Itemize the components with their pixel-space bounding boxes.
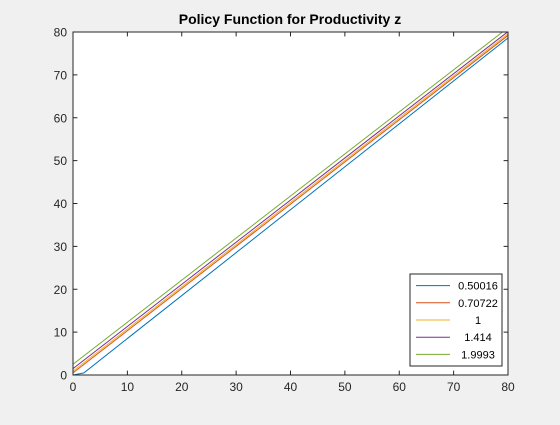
y-tick-label: 0 bbox=[60, 369, 67, 383]
series-line-1 bbox=[73, 37, 508, 375]
legend-label: 1 bbox=[475, 315, 481, 327]
x-tick-label: 80 bbox=[501, 380, 515, 394]
x-tick-label: 10 bbox=[121, 380, 135, 394]
y-tick-label: 60 bbox=[54, 111, 68, 125]
y-tick-label: 50 bbox=[54, 154, 68, 168]
axes-layer: 0 10 20 30 40 50 60 70 80 0 10 20 30 40 50 60 70 80 bbox=[54, 26, 515, 395]
legend-label: 1.9993 bbox=[461, 349, 495, 361]
x-tick-label: 60 bbox=[393, 380, 407, 394]
legend-label: 1.414 bbox=[464, 332, 492, 344]
y-tick-label: 80 bbox=[54, 26, 68, 40]
x-tick-label: 20 bbox=[175, 380, 189, 394]
y-tick-label: 10 bbox=[54, 326, 68, 340]
series-line-2 bbox=[73, 35, 508, 374]
series-layer bbox=[73, 32, 508, 375]
series-line-3 bbox=[73, 33, 508, 372]
legend-label: 0.50016 bbox=[458, 281, 498, 293]
chart-title: Policy Function for Productivity z bbox=[179, 11, 401, 27]
legend-label: 0.70722 bbox=[458, 298, 498, 310]
x-tick-label: 40 bbox=[284, 380, 298, 394]
x-tick-label: 30 bbox=[229, 380, 243, 394]
legend: 0.50016 0.70722 1 1.414 1.9993 bbox=[409, 273, 503, 367]
series-line-4 bbox=[73, 32, 508, 369]
y-tick-label: 40 bbox=[54, 197, 68, 211]
x-tick-label: 70 bbox=[447, 380, 461, 394]
series-line-5 bbox=[73, 32, 504, 365]
x-tick-label: 0 bbox=[70, 380, 77, 394]
y-tick-label: 70 bbox=[54, 68, 68, 82]
y-tick-label: 20 bbox=[54, 283, 68, 297]
y-tick-label: 30 bbox=[54, 240, 68, 254]
x-tick-label: 50 bbox=[338, 380, 352, 394]
